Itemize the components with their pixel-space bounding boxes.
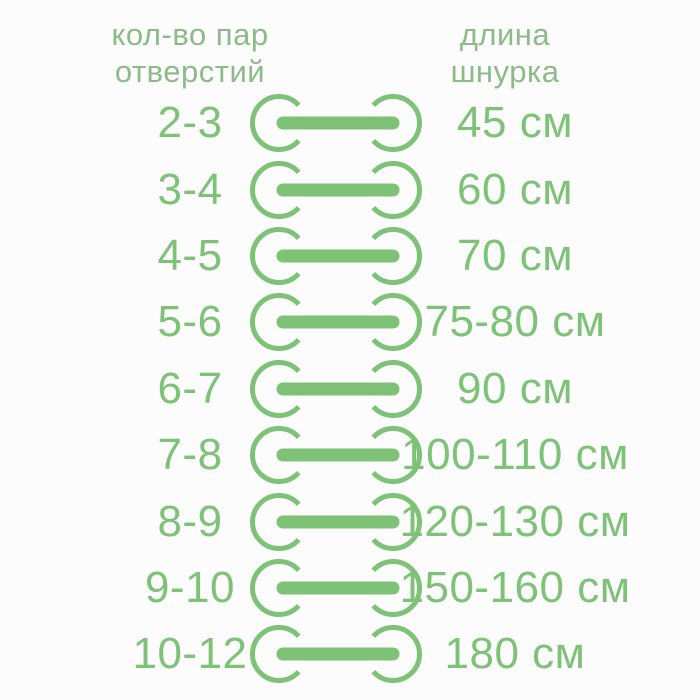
shoelace-eyelets-svg <box>250 94 422 153</box>
table-row: 4-5 70 см <box>0 223 700 289</box>
eyelet-circle-right <box>371 359 422 418</box>
eyelet-circle-left <box>250 558 301 617</box>
length-label: 180 см <box>444 629 586 679</box>
eyelet-circle-right <box>371 293 422 352</box>
pairs-label: 10-12 <box>132 629 248 679</box>
shoelace-eyelets-svg <box>250 293 422 352</box>
length-label: 60 см <box>457 164 573 214</box>
length-label: 75-80 см <box>424 297 606 347</box>
pairs-label: 7-8 <box>157 430 223 480</box>
eyelet-circle-left <box>250 359 301 418</box>
shoelace-eyelets-icon <box>250 624 422 684</box>
shoelace-eyelets-icon <box>250 425 422 485</box>
shoelace-eyelets-icon <box>250 558 422 618</box>
column-header-pairs: кол-во пар отверстий <box>60 16 320 90</box>
length-label: 70 см <box>457 230 573 280</box>
length-label: 120-130 см <box>399 496 631 546</box>
shoelace-eyelets-svg <box>250 426 422 485</box>
eyelet-circle-right <box>371 492 422 551</box>
eyelet-circle-right <box>371 94 422 153</box>
pairs-label: 5-6 <box>157 297 223 347</box>
shoelace-eyelets-svg <box>250 359 422 418</box>
rows: 2-3 45 см 3-4 60 см <box>0 90 700 688</box>
eyelet-circle-right <box>371 625 422 684</box>
shoelace-eyelets-icon <box>250 492 422 552</box>
table-row: 5-6 75-80 см <box>0 289 700 355</box>
shoelace-eyelets-svg <box>250 558 422 617</box>
table-row: 8-9 120-130 см <box>0 488 700 554</box>
pairs-label: 9-10 <box>144 562 236 612</box>
shoelace-eyelets-icon <box>250 160 422 220</box>
table-row: 3-4 60 см <box>0 156 700 222</box>
pairs-label: 8-9 <box>157 496 223 546</box>
table-row: 10-12 180 см <box>0 621 700 687</box>
shoelace-eyelets-icon <box>250 359 422 419</box>
length-label: 45 см <box>457 98 573 148</box>
column-header-length-line2: шнурка <box>450 54 560 89</box>
eyelet-circle-right <box>371 558 422 617</box>
eyelet-circle-left <box>250 492 301 551</box>
pairs-label: 3-4 <box>157 164 223 214</box>
eyelet-circle-left <box>250 293 301 352</box>
shoelace-eyelets-svg <box>250 226 422 285</box>
table-row: 6-7 90 см <box>0 356 700 422</box>
eyelet-circle-right <box>371 426 422 485</box>
pairs-label: 2-3 <box>157 98 223 148</box>
pairs-label: 4-5 <box>157 230 223 280</box>
shoelace-eyelets-icon <box>250 93 422 153</box>
column-header-length: длина шнурка <box>385 16 625 90</box>
column-header-pairs-line1: кол-во пар <box>111 17 269 52</box>
eyelet-circle-right <box>371 160 422 219</box>
eyelet-circle-left <box>250 94 301 153</box>
length-label: 90 см <box>457 363 573 413</box>
eyelet-circle-left <box>250 625 301 684</box>
shoelace-eyelets-icon <box>250 226 422 286</box>
eyelet-circle-right <box>371 226 422 285</box>
eyelet-circle-left <box>250 226 301 285</box>
pairs-label: 6-7 <box>157 363 223 413</box>
column-header-length-line1: длина <box>459 17 551 52</box>
shoelace-eyelets-icon <box>250 292 422 352</box>
shoelace-eyelets-svg <box>250 160 422 219</box>
table-row: 2-3 45 см <box>0 90 700 156</box>
eyelet-circle-left <box>250 426 301 485</box>
length-label: 150-160 см <box>399 562 631 612</box>
eyelet-circle-left <box>250 160 301 219</box>
shoelace-eyelets-svg <box>250 625 422 684</box>
table-row: 9-10 150-160 см <box>0 555 700 621</box>
table-row: 7-8 100-110 см <box>0 422 700 488</box>
shoelace-eyelets-svg <box>250 492 422 551</box>
length-label: 100-110 см <box>401 430 629 480</box>
column-header-pairs-line2: отверстий <box>114 54 266 89</box>
